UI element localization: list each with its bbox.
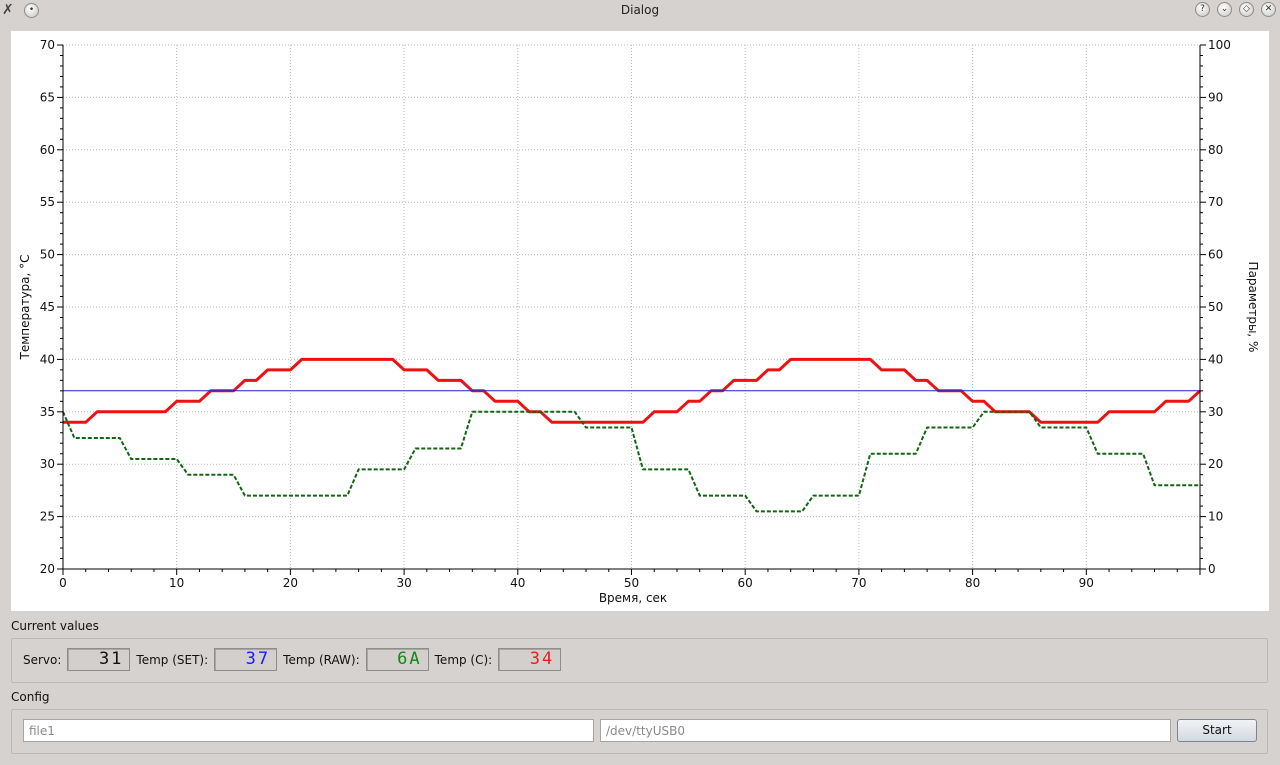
x-tick-label: 90: [1079, 576, 1094, 590]
x-axis-label: Время, сек: [599, 591, 667, 605]
temp-set-label: Temp (SET):: [136, 652, 209, 667]
y-right-tick-label: 40: [1208, 352, 1223, 366]
plot-axes: 0 10 20 30 40 50 60 70 80 90 20 25 30 35 40 45 50 55 60 65 7…: [40, 38, 1231, 590]
window-title: Dialog: [620, 3, 660, 17]
temp-raw-lcd: 6A: [365, 648, 429, 671]
y-left-tick-label: 35: [40, 405, 55, 419]
x-tick-label: 80: [965, 576, 980, 590]
port-input[interactable]: [600, 719, 1171, 742]
y-left-tick-label: 45: [40, 300, 55, 314]
x-tick-label: 10: [169, 576, 184, 590]
window-menu-icon[interactable]: •: [24, 2, 39, 18]
y-right-tick-label: 50: [1208, 300, 1223, 314]
x-tick-label: 50: [624, 576, 639, 590]
temp-raw-label: Temp (RAW):: [283, 652, 360, 667]
y-right-tick-label: 90: [1208, 90, 1223, 104]
current-values-group: [11, 638, 1268, 683]
help-icon[interactable]: ?: [1195, 2, 1210, 17]
temp-c-label: Temp (C):: [434, 652, 493, 667]
y-right-tick-label: 20: [1208, 457, 1223, 471]
y-left-tick-label: 50: [40, 248, 55, 262]
y-left-tick-label: 60: [40, 143, 55, 157]
y-right-tick-label: 100: [1208, 38, 1231, 52]
servo-label: Servo:: [23, 652, 62, 667]
plot-canvas: 0 10 20 30 40 50 60 70 80 90 20 25 30 35 40 45 50 55 60 65 7…: [18, 38, 1260, 605]
config-group: [11, 709, 1268, 754]
x-tick-label: 20: [283, 576, 298, 590]
series-line-2: [62, 410, 1200, 513]
plot-series: [62, 357, 1202, 513]
plot-grid: [63, 44, 1200, 569]
x-tick-label: 70: [851, 576, 866, 590]
y-right-tick-label: 60: [1208, 248, 1223, 262]
temp-c-lcd: 34: [498, 648, 562, 671]
start-button[interactable]: Start: [1177, 719, 1257, 742]
temp-set-lcd: 37: [214, 648, 278, 671]
file-input[interactable]: [23, 719, 594, 742]
y-left-tick-label: 65: [40, 90, 55, 104]
y-left-tick-label: 55: [40, 195, 55, 209]
x-tick-label: 40: [510, 576, 525, 590]
config-title: Config: [11, 690, 50, 704]
y-left-tick-label: 70: [40, 38, 55, 52]
y-right-tick-label: 30: [1208, 405, 1223, 419]
servo-lcd: 31: [67, 648, 131, 671]
y-right-tick-label: 80: [1208, 143, 1223, 157]
current-values-row: Servo: 31 Temp (SET): 37 Temp (RAW): 6A …: [23, 648, 567, 671]
x-tick-label: 0: [59, 576, 67, 590]
title-bar: ✗ • Dialog ? ⌄ ◇ ✕: [0, 0, 1280, 22]
y-left-tick-label: 40: [40, 352, 55, 366]
app-tools-icon[interactable]: ✗: [2, 2, 14, 18]
y-axis-right-label: Параметры, %: [1246, 262, 1260, 353]
y-axis-left-label: Температура, °C: [18, 254, 32, 360]
y-right-tick-label: 70: [1208, 195, 1223, 209]
y-right-tick-label: 10: [1208, 510, 1223, 524]
y-left-tick-label: 30: [40, 457, 55, 471]
close-icon[interactable]: ✕: [1261, 2, 1276, 17]
temperature-plot: 0 10 20 30 40 50 60 70 80 90 20 25 30 35 40 45 50 55 60 65 7…: [11, 31, 1269, 611]
x-tick-label: 30: [396, 576, 411, 590]
y-right-tick-label: 0: [1208, 562, 1216, 576]
y-left-tick-label: 25: [40, 510, 55, 524]
y-left-tick-label: 20: [40, 562, 55, 576]
minimize-icon[interactable]: ⌄: [1217, 2, 1232, 17]
x-tick-label: 60: [738, 576, 753, 590]
series-line-0: [63, 357, 1202, 424]
current-values-title: Current values: [11, 619, 99, 633]
maximize-icon[interactable]: ◇: [1239, 2, 1254, 17]
